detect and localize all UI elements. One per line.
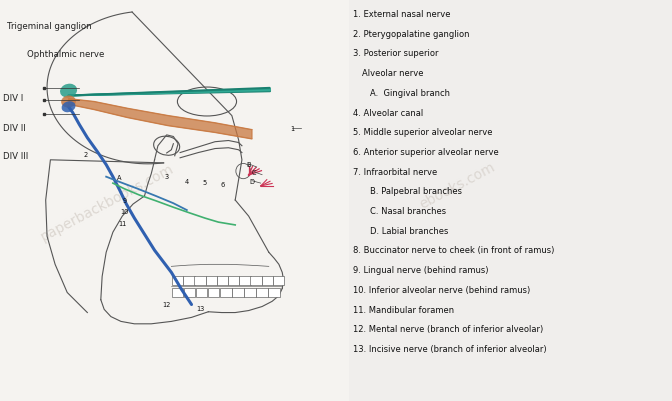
Text: Trigeminal ganglion: Trigeminal ganglion — [7, 22, 91, 30]
Text: 12: 12 — [163, 301, 171, 307]
Bar — [206, 276, 217, 286]
Text: 13: 13 — [196, 305, 204, 311]
Text: 1. External nasal nerve: 1. External nasal nerve — [353, 10, 450, 19]
Text: 4: 4 — [185, 178, 189, 184]
Text: 10. Inferior alveolar nerve (behind ramus): 10. Inferior alveolar nerve (behind ramu… — [353, 285, 530, 294]
Bar — [196, 289, 208, 298]
Text: DIV I: DIV I — [3, 94, 24, 103]
Text: A.  Gingival branch: A. Gingival branch — [370, 89, 450, 97]
Text: 4. Alveolar canal: 4. Alveolar canal — [353, 108, 423, 117]
Text: 9: 9 — [122, 198, 126, 203]
Bar — [273, 276, 284, 286]
Bar — [268, 289, 280, 298]
Bar — [244, 289, 255, 298]
Text: 7. Infraorbital nerve: 7. Infraorbital nerve — [353, 167, 437, 176]
Bar — [172, 276, 183, 286]
Text: paperbackbooks.com: paperbackbooks.com — [38, 162, 177, 243]
Text: 12. Mental nerve (branch of inferior alveolar): 12. Mental nerve (branch of inferior alv… — [353, 324, 543, 333]
Bar — [217, 276, 228, 286]
Bar — [261, 276, 273, 286]
Text: ebooks.com: ebooks.com — [417, 160, 497, 211]
Text: 13. Incisive nerve (branch of inferior alveolar): 13. Incisive nerve (branch of inferior a… — [353, 344, 546, 353]
Bar — [228, 276, 239, 286]
Text: 6. Anterior superior alveolar nerve: 6. Anterior superior alveolar nerve — [353, 148, 499, 156]
Text: A: A — [118, 174, 122, 180]
Bar — [0, 0, 349, 401]
Ellipse shape — [62, 102, 75, 113]
Text: 5: 5 — [203, 180, 207, 185]
Text: 11: 11 — [118, 221, 126, 227]
Text: D. Labial branches: D. Labial branches — [370, 226, 449, 235]
Text: C: C — [252, 170, 256, 175]
Text: 8. Buccinator nerve to cheek (in front of ramus): 8. Buccinator nerve to cheek (in front o… — [353, 246, 554, 255]
Ellipse shape — [60, 85, 77, 98]
Text: DIV III: DIV III — [3, 152, 29, 161]
Text: B. Palpebral branches: B. Palpebral branches — [370, 187, 462, 196]
Text: Ophthalmic nerve: Ophthalmic nerve — [27, 50, 104, 59]
Text: 2: 2 — [84, 152, 88, 157]
Bar — [220, 289, 231, 298]
Polygon shape — [69, 99, 252, 140]
Text: 11. Mandibular foramen: 11. Mandibular foramen — [353, 305, 454, 314]
Bar — [239, 276, 251, 286]
Bar — [183, 276, 195, 286]
Text: DIV II: DIV II — [3, 124, 26, 133]
Text: B: B — [247, 162, 251, 167]
Text: 2. Pterygopalatine ganglion: 2. Pterygopalatine ganglion — [353, 30, 469, 38]
Ellipse shape — [61, 96, 76, 108]
Text: 6: 6 — [221, 182, 225, 187]
Text: 5. Middle superior alveolar nerve: 5. Middle superior alveolar nerve — [353, 128, 493, 137]
Bar — [256, 289, 267, 298]
Bar — [208, 289, 220, 298]
Text: Alveolar nerve: Alveolar nerve — [362, 69, 423, 78]
Bar — [184, 289, 196, 298]
Text: 3: 3 — [165, 174, 169, 179]
Text: 9. Lingual nerve (behind ramus): 9. Lingual nerve (behind ramus) — [353, 265, 489, 274]
Text: D: D — [249, 178, 255, 184]
Text: 1: 1 — [290, 126, 294, 131]
Text: 3. Posterior superior: 3. Posterior superior — [353, 49, 438, 58]
Bar — [194, 276, 206, 286]
Text: 10: 10 — [120, 209, 128, 215]
Bar — [251, 276, 262, 286]
Text: C. Nasal branches: C. Nasal branches — [370, 207, 446, 215]
Bar — [172, 289, 183, 298]
Bar — [232, 289, 243, 298]
